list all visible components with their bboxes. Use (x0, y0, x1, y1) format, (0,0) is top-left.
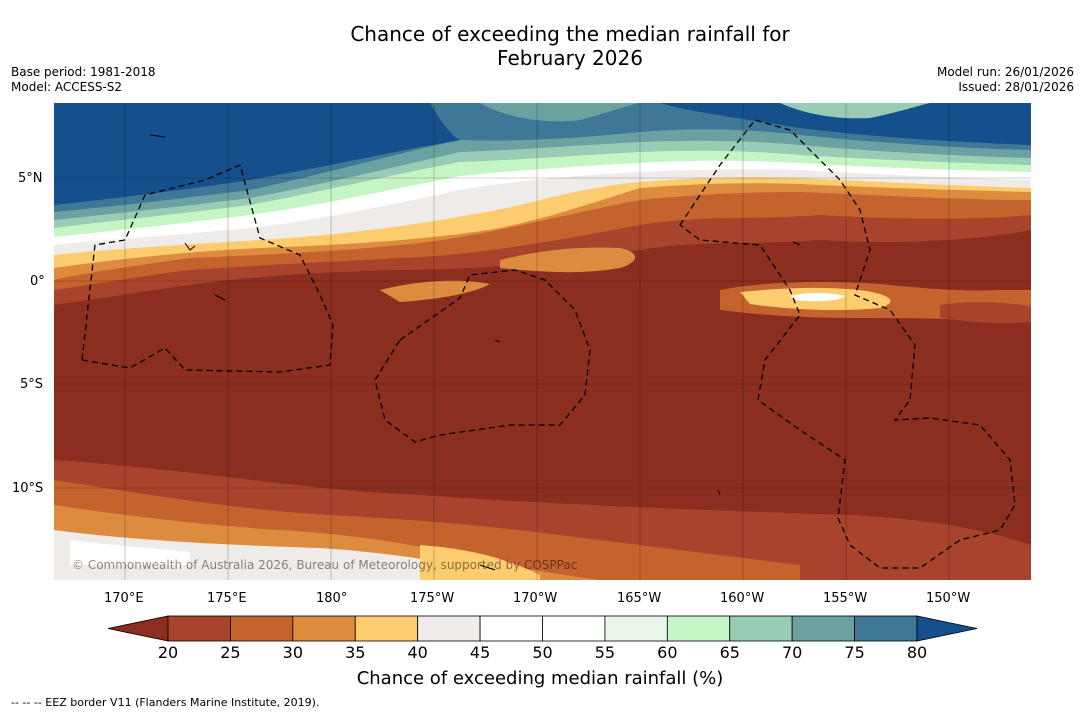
lon-label-165w: 165°W (617, 591, 662, 606)
base-period: Base period: 1981-2018 (11, 65, 156, 79)
eez-border-east (679, 119, 1016, 569)
colorbar-tick-label: 35 (345, 643, 366, 662)
colorbar-cell (854, 615, 918, 642)
eez-border-central (374, 269, 591, 443)
lon-label-160w: 160°W (720, 591, 765, 606)
island (494, 339, 501, 343)
colorbar-tick-label: 50 (532, 643, 553, 662)
island (149, 134, 166, 138)
field-patch-central-35 (380, 280, 490, 302)
field-pocket-north-70 (780, 103, 930, 119)
lat-label-0: 0° (30, 274, 45, 289)
island (792, 241, 801, 246)
rainfall-probability-field (54, 103, 1031, 580)
lon-label-170w: 170°W (513, 591, 558, 606)
colorbar-cell (417, 615, 481, 642)
field-band-south-40 (420, 545, 540, 580)
lon-label-150w: 150°W (926, 591, 971, 606)
copyright-notice: © Commonwealth of Australia 2026, Bureau… (72, 558, 578, 572)
colorbar-cell (230, 615, 294, 642)
island (479, 564, 496, 571)
field-patch-equator-35 (500, 247, 635, 273)
colorbar-tick-label: 75 (844, 643, 865, 662)
colorbar-cell (791, 615, 855, 642)
colorbar-label: Chance of exceeding median rainfall (%) (356, 668, 724, 689)
map-title-line-2: February 2026 (497, 46, 643, 70)
eez-borders (81, 119, 1016, 569)
lon-label-175e: 175°E (207, 591, 247, 606)
lon-label-180: 180° (316, 591, 348, 606)
field-patch-east-25 (940, 302, 1031, 324)
island (214, 294, 226, 301)
colorbar-tick-label: 40 (407, 643, 428, 662)
colorbar-extend-high (916, 615, 978, 642)
issued-date: Issued: 28/01/2026 (958, 80, 1074, 94)
colorbar-tick-label: 80 (906, 643, 928, 662)
model-run: Model run: 26/01/2026 (936, 65, 1074, 79)
lat-label-5n: 5°N (18, 171, 43, 186)
island (717, 489, 721, 496)
field-band-south-45 (54, 530, 500, 580)
lon-label-170e: 170°E (104, 591, 144, 606)
colorbar-tick-label: 65 (719, 643, 740, 662)
colorbar-extend-low (107, 615, 169, 642)
colorbar-cell (167, 615, 231, 642)
eez-legend-note: -- -- -- EEZ border V11 (Flanders Marine… (11, 696, 320, 709)
lon-label-155w: 155°W (823, 591, 868, 606)
colorbar-cell (354, 615, 419, 642)
colorbar-cell (292, 615, 356, 642)
colorbar-cell (666, 615, 731, 642)
colorbar-tick-label: 55 (594, 643, 616, 662)
colorbar-cell (542, 615, 606, 642)
lat-label-10s: 10°S (12, 481, 44, 496)
model-name: Model: ACCESS-S2 (11, 80, 123, 94)
colorbar-tick-label: 60 (657, 643, 678, 662)
map-title-line-1: Chance of exceeding the median rainfall … (350, 22, 790, 46)
colorbar-tick-label: 25 (220, 643, 241, 662)
field-pocket-north-75 (480, 103, 640, 122)
colorbar-cell (729, 615, 793, 642)
colorbar-cell (479, 615, 543, 642)
field-patch-east-50 (790, 293, 845, 302)
field-band-south-50 (70, 540, 190, 565)
colorbar (107, 615, 978, 642)
colorbar-tick-label: 30 (282, 643, 303, 662)
eez-border-west (81, 164, 334, 373)
islands (149, 134, 801, 571)
island (184, 242, 196, 251)
colorbar-tick-label: 70 (781, 643, 803, 662)
field-band-north-east-80plus (660, 103, 1031, 145)
colorbar-tick-label: 45 (469, 643, 491, 662)
lon-label-175w: 175°W (410, 591, 455, 606)
field-band-north-west-80plus (54, 103, 460, 205)
colorbar-cell (604, 615, 668, 642)
graticule (54, 103, 1031, 580)
colorbar-tick-label: 20 (157, 643, 179, 662)
lat-label-5s: 5°S (20, 377, 44, 392)
